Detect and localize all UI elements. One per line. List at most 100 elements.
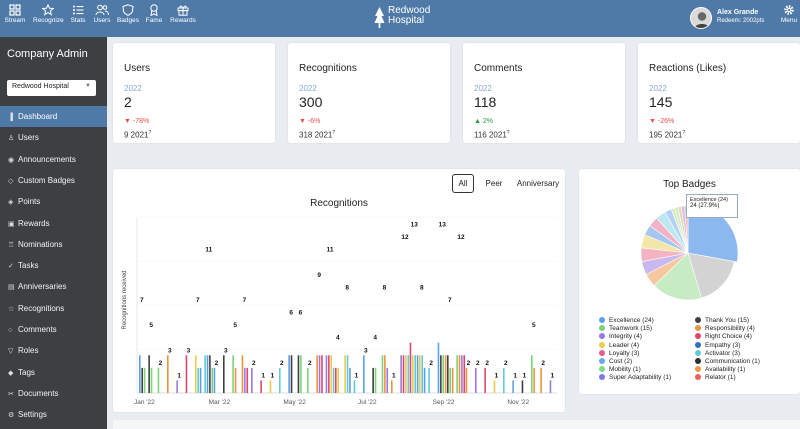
bar-value-label: 11	[205, 247, 212, 254]
sidebar-item-settings[interactable]: ⚙ Settings	[0, 404, 107, 425]
bar	[363, 355, 365, 393]
legend-item[interactable]: Relator (1)	[695, 374, 736, 381]
legend-item[interactable]: Right Choice (4)	[695, 333, 752, 340]
legend-item[interactable]: Communication (1)	[695, 358, 760, 365]
legend-item[interactable]: Leader (4)	[599, 341, 639, 349]
bar	[307, 367, 309, 393]
sidebar-item-nominations[interactable]: ♖ Nominations	[0, 234, 107, 255]
legend-item[interactable]: Thank You (15)	[695, 317, 749, 324]
select-caret-icon: ▼	[85, 83, 91, 89]
bar	[540, 367, 542, 393]
nav-stream[interactable]: Stream	[2, 4, 28, 24]
legend-item[interactable]: Integrity (4)	[599, 333, 642, 340]
bar-value-label: 8	[420, 284, 424, 291]
pie-slice-teamwork[interactable]	[653, 252, 702, 301]
bar-value-label: 8	[345, 284, 349, 291]
bar-value-label: 2	[504, 360, 508, 367]
user-points[interactable]: Redeem: 2002pts	[717, 18, 765, 24]
legend-item[interactable]: Responsibility (4)	[695, 325, 755, 332]
sidebar-item-documents[interactable]: ✂ Documents	[0, 383, 107, 404]
sidebar-item-tags[interactable]: ◆ Tags	[0, 362, 107, 383]
bar	[449, 367, 451, 393]
sidebar-item-dashboard[interactable]: ▐ Dashboard	[0, 106, 107, 127]
bar	[493, 380, 496, 393]
sidebar-item-rewards[interactable]: ▣ Rewards	[0, 213, 107, 234]
legend-item[interactable]: Availability (1)	[695, 366, 745, 373]
bar	[346, 355, 349, 393]
info-icon[interactable]: ?	[506, 130, 510, 136]
legend-item[interactable]: Loyalty (3)	[599, 349, 639, 357]
sidebar-item-anniversaries[interactable]: ▤ Anniversaries	[0, 276, 107, 297]
nav-fame[interactable]: Fame	[141, 4, 167, 24]
legend-item[interactable]: Empathy (3)	[695, 341, 740, 349]
avatar[interactable]	[690, 7, 712, 29]
legend-item[interactable]: Super Adaptability (1)	[599, 374, 671, 381]
legend-swatch	[695, 333, 701, 340]
bar	[251, 367, 253, 393]
bar-value-label: 1	[551, 372, 555, 379]
stat-value: 300	[299, 94, 323, 110]
legend-item[interactable]: Cost (2)	[599, 358, 632, 365]
recognitions-chart-title: Recognitions	[310, 198, 368, 209]
info-icon[interactable]: ?	[148, 130, 152, 136]
nav-rewards[interactable]: Rewards	[169, 4, 197, 24]
bar	[297, 355, 300, 393]
broadcast-icon: ◉	[8, 156, 15, 164]
sidebar-item-roles[interactable]: ▽ Roles	[0, 340, 107, 361]
tab-peer[interactable]: Peer	[485, 179, 503, 188]
tab-all[interactable]: All	[452, 174, 474, 193]
legend-label: Activator (3)	[705, 349, 741, 357]
sidebar-item-label: Users	[18, 133, 39, 143]
check-circle-icon: ✓	[8, 263, 14, 271]
sidebar-item-users[interactable]: ♙ Users	[0, 127, 107, 148]
nav-recognize[interactable]: Recognize	[33, 4, 64, 24]
nav-badges[interactable]: Badges	[115, 4, 141, 24]
nav-stats[interactable]: Stats	[65, 4, 91, 24]
legend-item[interactable]: Mobility (1)	[599, 366, 641, 373]
sidebar-item-announcements[interactable]: ◉ Announcements	[0, 149, 107, 170]
sidebar-item-custom-badges[interactable]: ◇ Custom Badges	[0, 170, 107, 191]
bar-value-label: 1	[523, 372, 527, 379]
organization-select[interactable]: Redwood Hospital ▼	[7, 80, 96, 96]
legend-item[interactable]: Teamwork (15)	[599, 325, 652, 332]
bar	[290, 355, 293, 393]
legend-swatch	[599, 358, 605, 364]
legend-label: Leader (4)	[609, 341, 639, 349]
sidebar-item-label: Tasks	[18, 261, 39, 271]
star-icon: ☆	[8, 305, 15, 313]
sidebar-item-comments[interactable]: ○ Comments	[0, 319, 107, 340]
bar	[335, 367, 337, 393]
legend-label: Super Adaptability (1)	[609, 374, 672, 382]
legend-swatch	[599, 333, 605, 340]
bar	[458, 355, 461, 393]
legend-swatch	[695, 349, 701, 356]
legend-swatch	[599, 317, 605, 323]
bar-value-label: 1	[177, 372, 181, 379]
bar	[157, 367, 160, 393]
bar-value-label: 13	[439, 222, 447, 229]
legend-item[interactable]: Activator (3)	[695, 349, 741, 357]
sidebar-item-tasks[interactable]: ✓ Tasks	[0, 255, 107, 276]
bar	[372, 367, 374, 393]
bar	[447, 355, 449, 393]
bar	[416, 355, 419, 393]
legend-label: Mobility (1)	[609, 366, 641, 374]
sidebar-item-recognitions[interactable]: ☆ Recognitions	[0, 298, 107, 319]
legend-label: Thank You (15)	[705, 317, 750, 324]
nav-users[interactable]: Users	[89, 4, 115, 24]
sidebar-item-points[interactable]: ◈ Points	[0, 191, 107, 212]
tree-logo-icon	[374, 7, 385, 28]
x-tick-label: Sep '22	[433, 399, 455, 406]
menu-button[interactable]: Menu	[779, 4, 799, 24]
filter-icon: ▽	[8, 348, 14, 356]
bar-value-label: 8	[383, 284, 387, 291]
tab-anniversary[interactable]: Anniversary	[516, 179, 560, 188]
bar	[440, 355, 442, 393]
legend-item[interactable]: Excellence (24)	[599, 317, 654, 324]
info-icon[interactable]: ?	[682, 130, 686, 136]
bar-value-label: 1	[355, 372, 359, 379]
user-name: Alex Grande	[717, 9, 759, 16]
pie-slice-thank-you[interactable]	[687, 252, 735, 299]
info-icon[interactable]: ?	[332, 130, 336, 136]
